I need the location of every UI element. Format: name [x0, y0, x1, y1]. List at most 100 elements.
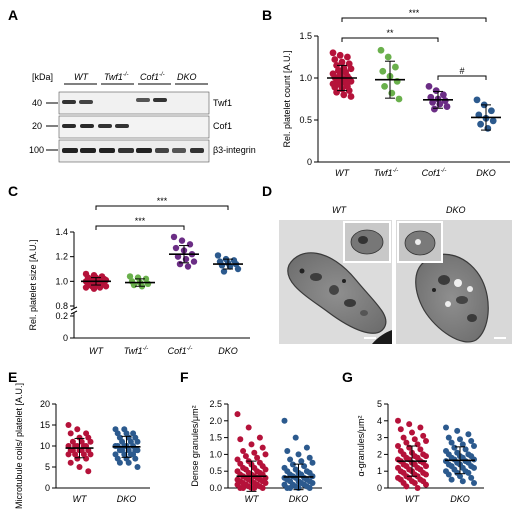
- data-point: [477, 120, 484, 128]
- data-point: [281, 417, 288, 424]
- protein-twf1: Twf1: [213, 98, 232, 108]
- data-point: [331, 56, 339, 63]
- data-point: [262, 479, 269, 486]
- y-tick-label: 0.5: [299, 115, 312, 125]
- significance-label: #: [459, 66, 464, 76]
- axis-break: [70, 310, 78, 315]
- data-point: [448, 476, 455, 483]
- data-point: [248, 441, 255, 448]
- category-label: Cof1-/-: [422, 168, 447, 178]
- data-point: [240, 485, 247, 491]
- data-point: [256, 434, 263, 441]
- data-point: [454, 427, 461, 434]
- data-point: [423, 453, 429, 460]
- data-point: [301, 463, 308, 470]
- data-point: [377, 46, 385, 54]
- chart-dense-granules: 0.0 0.5 1.0 1.5 2.0 2.5 Dense granules/μm² WT DK…: [190, 399, 322, 504]
- data-point: [347, 77, 355, 85]
- data-point: [443, 424, 449, 431]
- data-point: [417, 424, 424, 431]
- data-point: [395, 417, 401, 424]
- significance-label: ***: [135, 216, 146, 226]
- data-point: [134, 447, 141, 454]
- data-point: [234, 411, 241, 418]
- data-point: [329, 49, 337, 57]
- data-point: [292, 434, 299, 441]
- significance-bracket: [341, 17, 487, 22]
- data-point: [284, 448, 291, 455]
- data-point: [436, 100, 444, 108]
- protein-cof1: Cof1: [213, 121, 232, 131]
- data-point: [423, 471, 429, 478]
- y-tick-label: 1.0: [209, 449, 222, 459]
- y-tick-label: 10: [40, 441, 50, 451]
- axis-break: [70, 306, 78, 311]
- em-micrographs: WT DKO: [279, 205, 512, 344]
- data-point: [340, 91, 348, 99]
- panel-label-e: E: [8, 369, 17, 385]
- data-point: [102, 283, 110, 290]
- data-point: [132, 455, 139, 462]
- data-point: [116, 459, 123, 466]
- data-point: [259, 444, 266, 451]
- data-point: [295, 451, 302, 458]
- y-tick-label: 20: [40, 399, 50, 409]
- data-point: [303, 444, 310, 451]
- data-point: [83, 455, 90, 462]
- data-point: [395, 95, 403, 103]
- lane-label-cof1: Cof1-/-: [140, 72, 165, 82]
- data-point: [190, 258, 198, 265]
- data-point: [395, 443, 401, 449]
- data-point: [468, 437, 475, 444]
- y-axis-label: Microtubule coils/ platelet [A.U.]: [14, 383, 24, 509]
- category-label: WT: [245, 494, 260, 504]
- data-point: [65, 422, 72, 428]
- data-point: [74, 426, 81, 433]
- data-point: [462, 446, 469, 453]
- data-point: [125, 459, 132, 466]
- data-point: [82, 284, 90, 291]
- data-point: [471, 464, 477, 471]
- y-tick-label: 1.2: [55, 252, 68, 262]
- data-point: [451, 444, 458, 451]
- data-point: [176, 260, 184, 268]
- chart-platelet-count: 0 0.5 1.0 1.5 Rel. platelet count [A.U.] WT Tw…: [282, 8, 510, 178]
- data-point: [309, 459, 316, 466]
- data-point: [287, 456, 294, 463]
- y-tick-label: 4: [377, 416, 382, 426]
- lane-label-dko: DKO: [177, 72, 197, 82]
- data-point: [214, 252, 222, 259]
- y-tick-label: 0.8: [55, 301, 68, 311]
- data-point: [242, 453, 249, 460]
- data-point: [388, 89, 396, 97]
- y-axis-label: α-granules/μm²: [356, 416, 366, 477]
- data-point: [471, 443, 477, 449]
- y-tick-label: 1: [377, 466, 382, 476]
- data-point: [473, 96, 481, 104]
- y-tick-label: 0.0: [209, 483, 222, 493]
- blot-strip-cof1: [58, 115, 210, 139]
- data-point: [309, 479, 316, 486]
- data-point: [347, 93, 355, 100]
- y-tick-label: 0.5: [209, 466, 222, 476]
- data-point: [440, 91, 447, 99]
- data-point: [218, 262, 226, 269]
- data-point: [457, 436, 463, 443]
- data-point: [445, 471, 452, 478]
- panel-label-c: C: [8, 183, 18, 199]
- data-point: [475, 111, 483, 119]
- data-point: [445, 434, 452, 441]
- y-tick-label: 5: [377, 399, 382, 409]
- y-tick-label: 15: [40, 420, 50, 430]
- y-axis-label: Rel. platelet size [A.U.]: [28, 239, 38, 330]
- panel-label-a: A: [8, 7, 18, 23]
- mw-40: 40: [32, 98, 42, 108]
- data-point: [384, 53, 392, 61]
- mw-100: 100: [29, 145, 44, 155]
- category-label: Cof1-/-: [168, 346, 193, 356]
- mw-20: 20: [32, 121, 42, 131]
- data-point: [417, 446, 424, 453]
- data-point: [259, 485, 266, 491]
- data-point: [420, 432, 427, 439]
- panel-label-f: F: [180, 369, 189, 385]
